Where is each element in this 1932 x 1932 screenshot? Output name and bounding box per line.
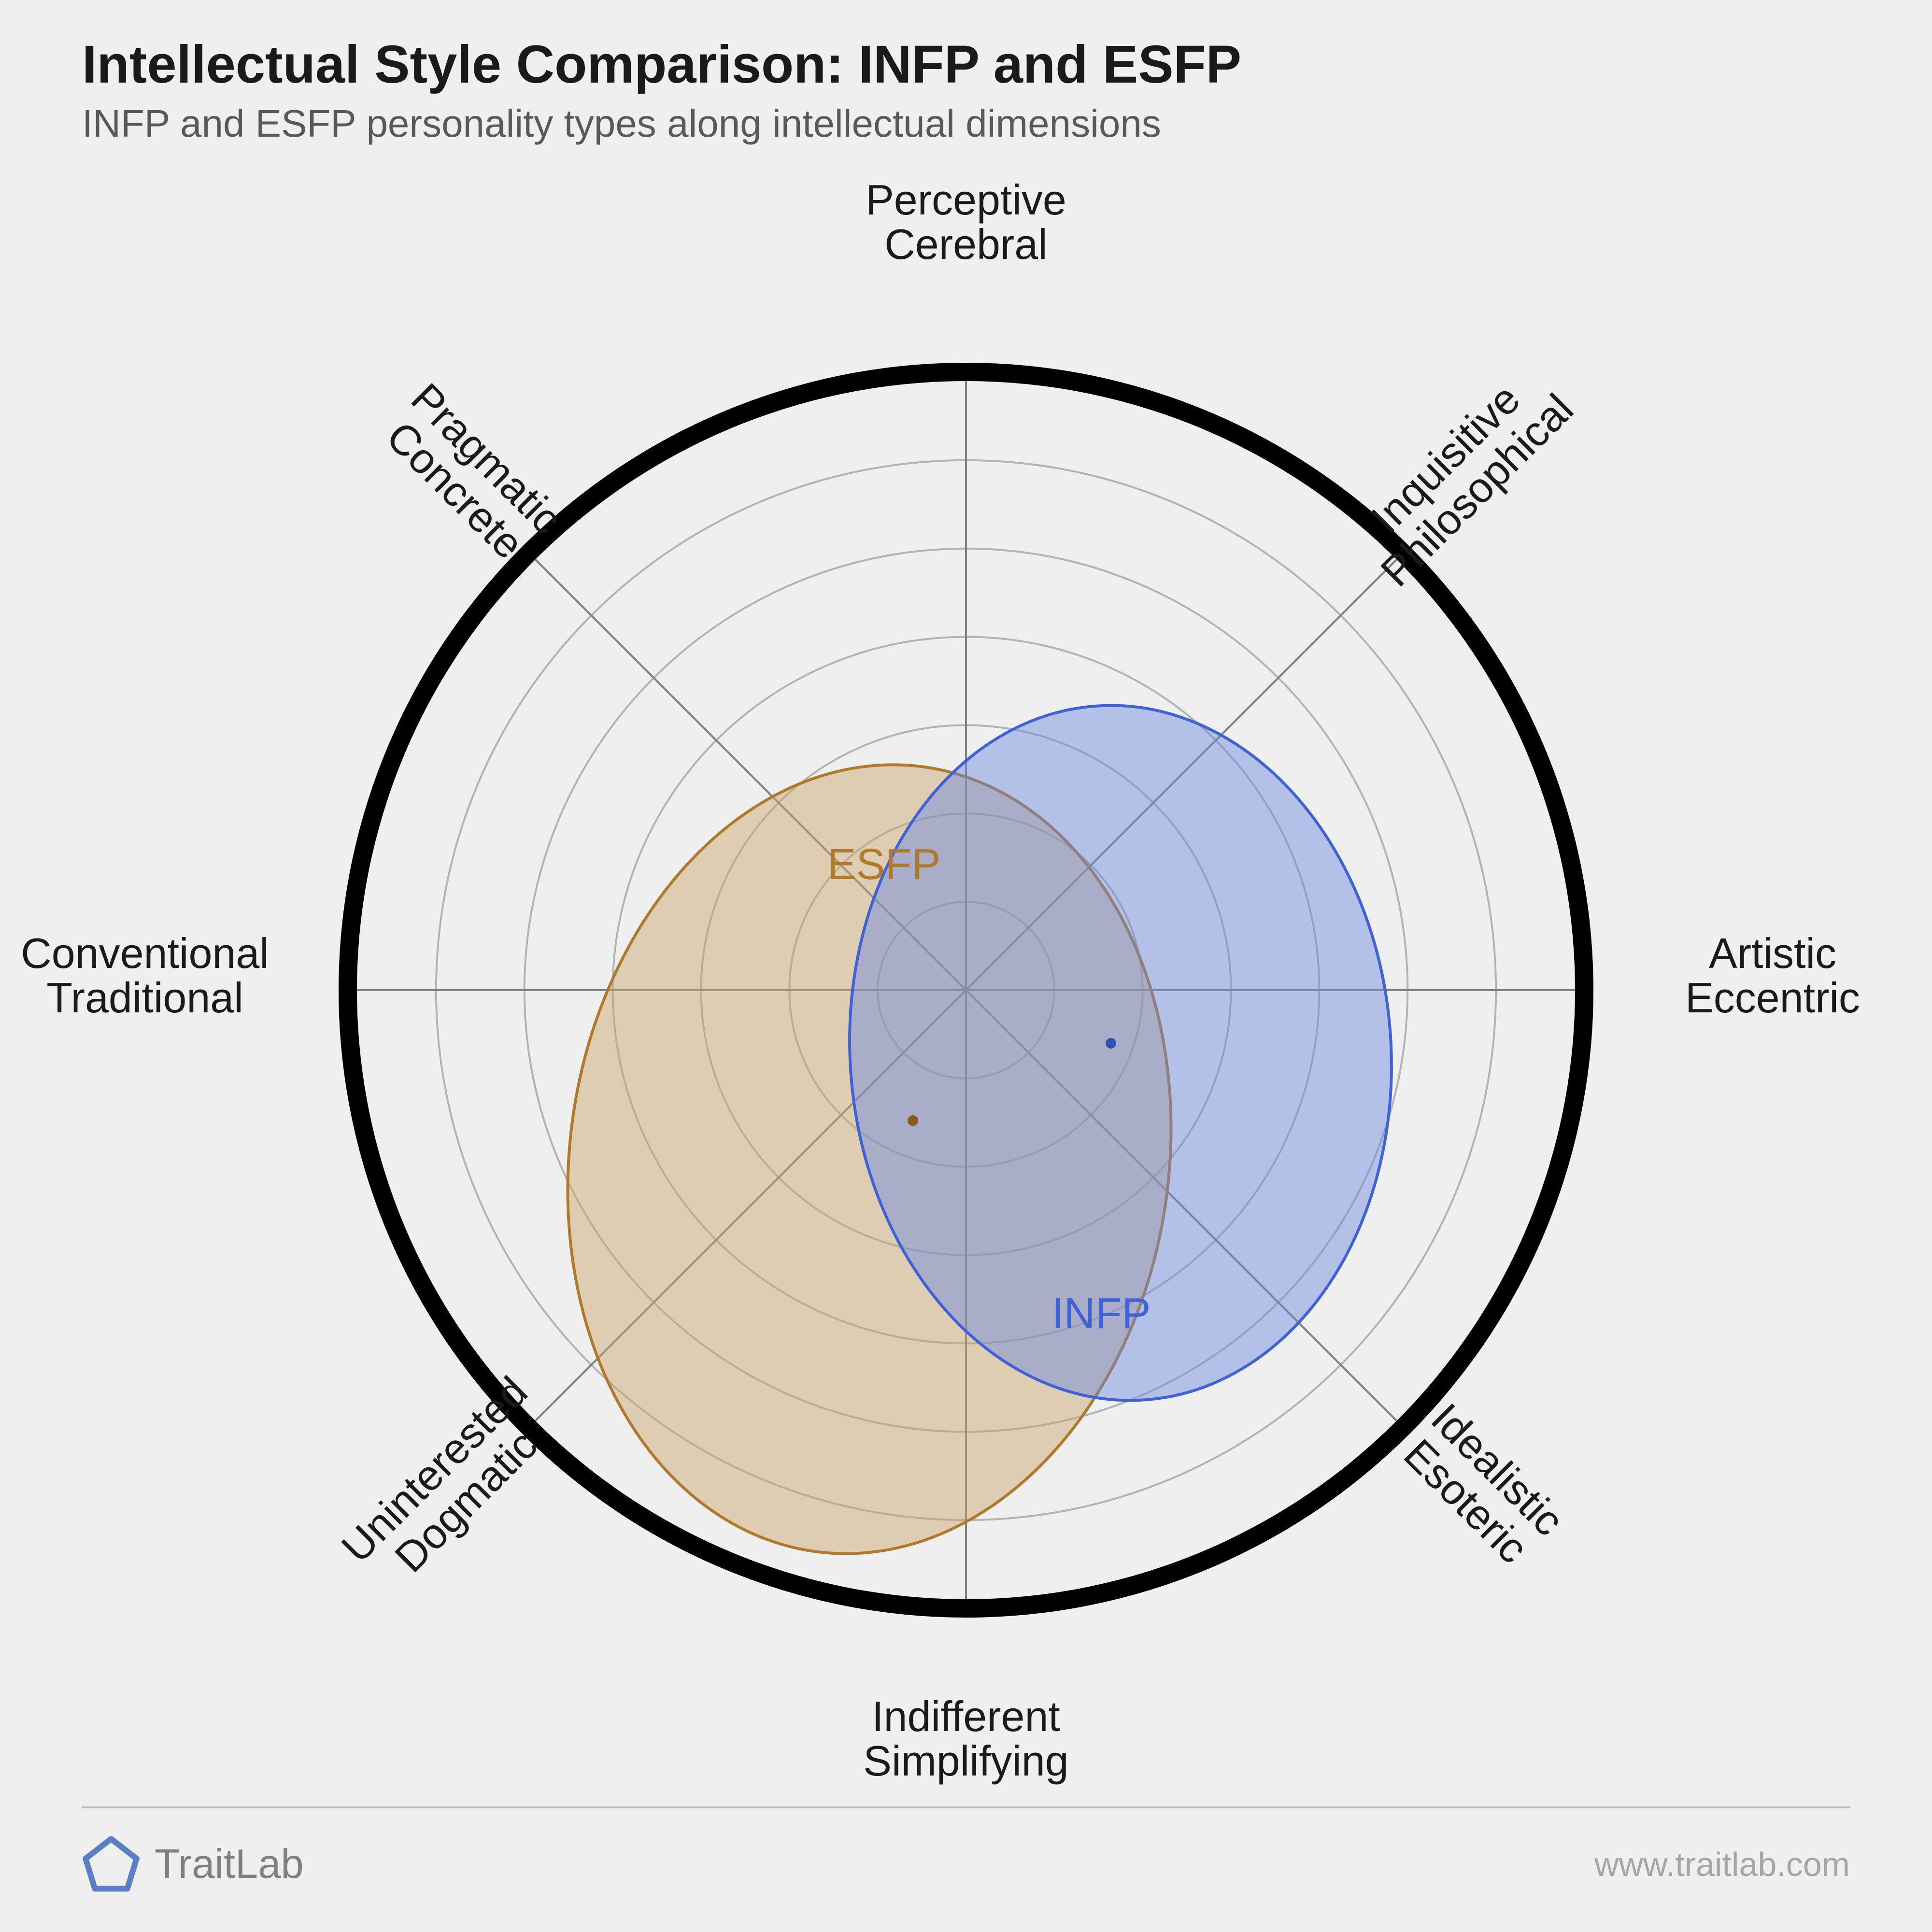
- axis-label: Traditional: [46, 974, 243, 1022]
- axis-label: Artistic: [1709, 929, 1836, 977]
- axis-label: Cerebral: [884, 220, 1047, 268]
- series-label-esfp: ESFP: [827, 840, 940, 889]
- traitlab-logo-icon: [82, 1835, 140, 1893]
- footer-brand: TraitLab: [82, 1835, 304, 1893]
- page-root: Intellectual Style Comparison: INFP and …: [0, 0, 1932, 1932]
- footer-url: www.traitlab.com: [1594, 1845, 1850, 1884]
- axis-label: Indifferent: [872, 1692, 1060, 1740]
- footer-divider: [82, 1806, 1850, 1808]
- axis-label: Perceptive: [866, 176, 1066, 224]
- axis-label: Eccentric: [1685, 974, 1860, 1022]
- axis-label: Conventional: [21, 929, 269, 977]
- radar-chart: PerceptiveCerebralInquisitivePhilosophic…: [0, 0, 1932, 1932]
- brand-name: TraitLab: [155, 1841, 304, 1888]
- axis-label: Simplifying: [863, 1737, 1068, 1785]
- series-label-infp: INFP: [1051, 1290, 1151, 1338]
